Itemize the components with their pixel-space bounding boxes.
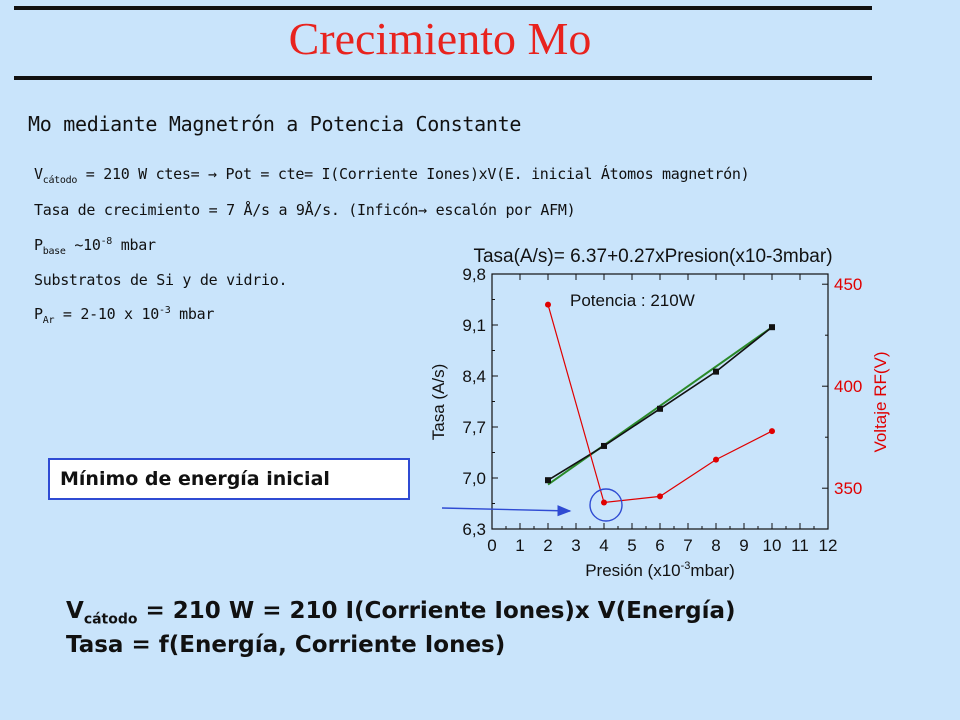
- y-right-tick-label: 450: [834, 275, 862, 294]
- v-symbol: V: [34, 165, 43, 183]
- x-tick-label: 4: [599, 536, 608, 555]
- bullet-ar-pressure: PAr = 2-10 x 10-3 mbar: [34, 305, 214, 326]
- x-tick-label: 3: [571, 536, 580, 555]
- y-tick-label: 7,7: [462, 418, 486, 437]
- y-tick-label: 8,4: [462, 367, 486, 386]
- x-tick-label: 11: [791, 536, 809, 555]
- title-underline: [14, 76, 872, 80]
- x-axis-label-tail: mbar): [690, 561, 734, 580]
- x-tick-label: 5: [627, 536, 636, 555]
- x-tick-label: 7: [683, 536, 692, 555]
- y-tick-label: 9,1: [462, 316, 486, 335]
- bottom-equation-1: Vcátodo = 210 W = 210 I(Corriente Iones)…: [66, 598, 735, 628]
- base-unit: mbar: [112, 236, 156, 254]
- bullet-substrates: Substratos de Si y de vidrio.: [34, 271, 288, 289]
- callout-box: Mínimo de energía inicial: [48, 458, 410, 500]
- callout-text: Mínimo de energía inicial: [60, 468, 330, 490]
- growth-rate-text: Tasa de crecimiento = 7 Å/s a 9Å/s. (Inf…: [34, 201, 576, 219]
- x-tick-label: 10: [763, 536, 782, 555]
- y-right-axis-label: Voltaje RF(V): [871, 351, 890, 452]
- slide-title: Crecimiento Mo: [288, 13, 592, 64]
- voltage-point: [657, 493, 663, 500]
- y-right-tick-label: 400: [834, 377, 862, 396]
- x-axis-label-main: Presión (x10: [585, 561, 680, 580]
- x-tick-label: 0: [487, 536, 496, 555]
- callout-arrow: [441, 505, 572, 517]
- y-axis-label: Tasa (A/s): [429, 364, 448, 441]
- y-tick-label: 6,3: [462, 520, 486, 539]
- b1-symbol: V: [66, 598, 84, 624]
- voltage-point: [545, 301, 551, 308]
- rate-point: [657, 405, 663, 412]
- x-tick-label: 6: [655, 536, 664, 555]
- x-tick-label: 9: [739, 536, 748, 555]
- bottom-equation-2: Tasa = f(Energía, Corriente Iones): [66, 632, 506, 658]
- voltage-line: [547, 304, 773, 504]
- potencia-annotation: Potencia : 210W: [570, 291, 695, 310]
- p-symbol: P: [34, 236, 43, 254]
- cathode-subscript: cátodo: [42, 175, 78, 186]
- vcatodo-text: = 210 W ctes= → Pot = cte= I(Corriente I…: [77, 165, 750, 183]
- chart: Tasa(A/s)= 6.37+0.27xPresion(x10-3mbar) …: [420, 236, 910, 590]
- plot-frame: [491, 273, 829, 530]
- y-tick-label: 7,0: [462, 469, 486, 488]
- ar-unit: mbar: [170, 305, 215, 323]
- rate-point: [601, 442, 607, 449]
- bullet-growth-rate: Tasa de crecimiento = 7 Å/s a 9Å/s. (Inf…: [34, 201, 576, 219]
- x-tick-label: 12: [819, 536, 838, 555]
- minimum-circle: [589, 488, 623, 522]
- x-axis-label-exp: -3: [681, 560, 691, 572]
- b1-text: = 210 W = 210 I(Corriente Iones)x V(Ener…: [137, 598, 736, 624]
- top-rule: [14, 6, 872, 10]
- x-tick-label: 8: [711, 536, 720, 555]
- rate-point: [545, 477, 551, 484]
- bullet-base-pressure: Pbase ~10-8 mbar: [34, 236, 156, 257]
- voltage-point: [601, 499, 607, 506]
- voltage-point: [713, 456, 719, 463]
- slide-subtitle: Mo mediante Magnetrón a Potencia Constan…: [28, 112, 522, 136]
- b1-subscript: cátodo: [83, 611, 138, 628]
- base-subscript: base: [42, 246, 66, 257]
- y-right-tick-label: 350: [834, 479, 862, 498]
- y-tick-label: 9,8: [462, 265, 486, 284]
- base-exponent: -8: [100, 236, 113, 247]
- base-value: ~10: [65, 236, 101, 254]
- rate-point: [713, 368, 719, 375]
- ar-subscript: Ar: [42, 315, 55, 326]
- x-tick-label: 2: [543, 536, 552, 555]
- rate-point: [769, 324, 775, 331]
- chart-svg: Tasa(A/s)= 6.37+0.27xPresion(x10-3mbar) …: [429, 246, 890, 580]
- voltage-point: [769, 428, 775, 435]
- ar-text: = 2-10 x 10: [54, 305, 159, 323]
- x-tick-label: 1: [515, 536, 524, 555]
- chart-title: Tasa(A/s)= 6.37+0.27xPresion(x10-3mbar): [473, 246, 832, 267]
- x-axis-label: Presión (x10-3mbar): [585, 560, 735, 580]
- ar-exponent: -3: [158, 305, 171, 316]
- p-symbol: P: [34, 305, 43, 323]
- substrates-text: Substratos de Si y de vidrio.: [34, 271, 288, 289]
- bullet-vcatodo: Vcátodo = 210 W ctes= → Pot = cte= I(Cor…: [34, 165, 750, 186]
